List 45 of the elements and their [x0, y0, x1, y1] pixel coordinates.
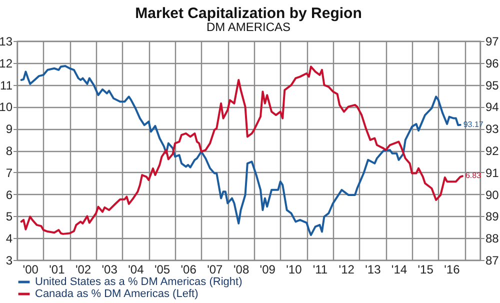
x-tick-label: '01 [49, 262, 66, 276]
y2-tick-label: 91 [486, 166, 500, 180]
y2-tick-label: 97 [486, 34, 500, 48]
y-tick-label: 8 [6, 144, 13, 158]
x-tick-label: '08 [233, 262, 250, 276]
x-tick-label: '00 [22, 262, 39, 276]
y2-tick-label: 94 [486, 100, 500, 114]
x-tick-label: '16 [444, 262, 460, 276]
y-tick-label: 10 [0, 100, 13, 114]
x-tick-label: '14 [391, 262, 408, 276]
data-label: 93.17 [463, 120, 484, 129]
x-tick-label: '13 [365, 262, 382, 276]
x-tick-label: '05 [154, 262, 170, 276]
data-label: 6.83 [465, 171, 482, 180]
x-tick-label: '07 [207, 262, 224, 276]
y2-tick-label: 90 [486, 188, 500, 202]
y2-tick-label: 89 [486, 210, 500, 224]
chart-title: Market Capitalization by Region [135, 5, 362, 22]
y-tick-label: 6 [6, 188, 13, 202]
y-tick-label: 4 [6, 232, 13, 246]
y-tick-label: 13 [0, 34, 13, 48]
y2-tick-label: 95 [486, 78, 500, 92]
x-tick-label: '09 [260, 262, 276, 276]
x-tick-label: '03 [102, 262, 118, 276]
x-tick-label: '04 [128, 262, 144, 276]
y-tick-label: 5 [6, 210, 13, 224]
y-tick-label: 12 [0, 56, 13, 70]
y-tick-label: 11 [0, 78, 13, 92]
y-tick-label: 9 [6, 122, 13, 136]
x-tick-label: '15 [418, 262, 434, 276]
x-tick-label: '10 [286, 262, 302, 276]
x-tick-label: '06 [180, 262, 197, 276]
y2-tick-label: 92 [486, 144, 500, 158]
legend-label: Canada as % DM Americas (Left) [35, 288, 198, 300]
chart-subtitle: DM AMERICAS [206, 20, 291, 34]
y2-tick-label: 87 [486, 254, 500, 268]
y-tick-label: 7 [6, 166, 13, 180]
y2-tick-label: 88 [486, 232, 500, 246]
y2-tick-label: 93 [486, 122, 500, 136]
x-tick-label: '02 [75, 262, 92, 276]
x-tick-label: '11 [312, 262, 328, 276]
x-tick-label: '12 [338, 262, 355, 276]
y2-tick-label: 96 [486, 56, 500, 70]
legend-label: United States as a % DM Americas (Right) [35, 276, 242, 288]
y-tick-label: 3 [6, 254, 13, 268]
